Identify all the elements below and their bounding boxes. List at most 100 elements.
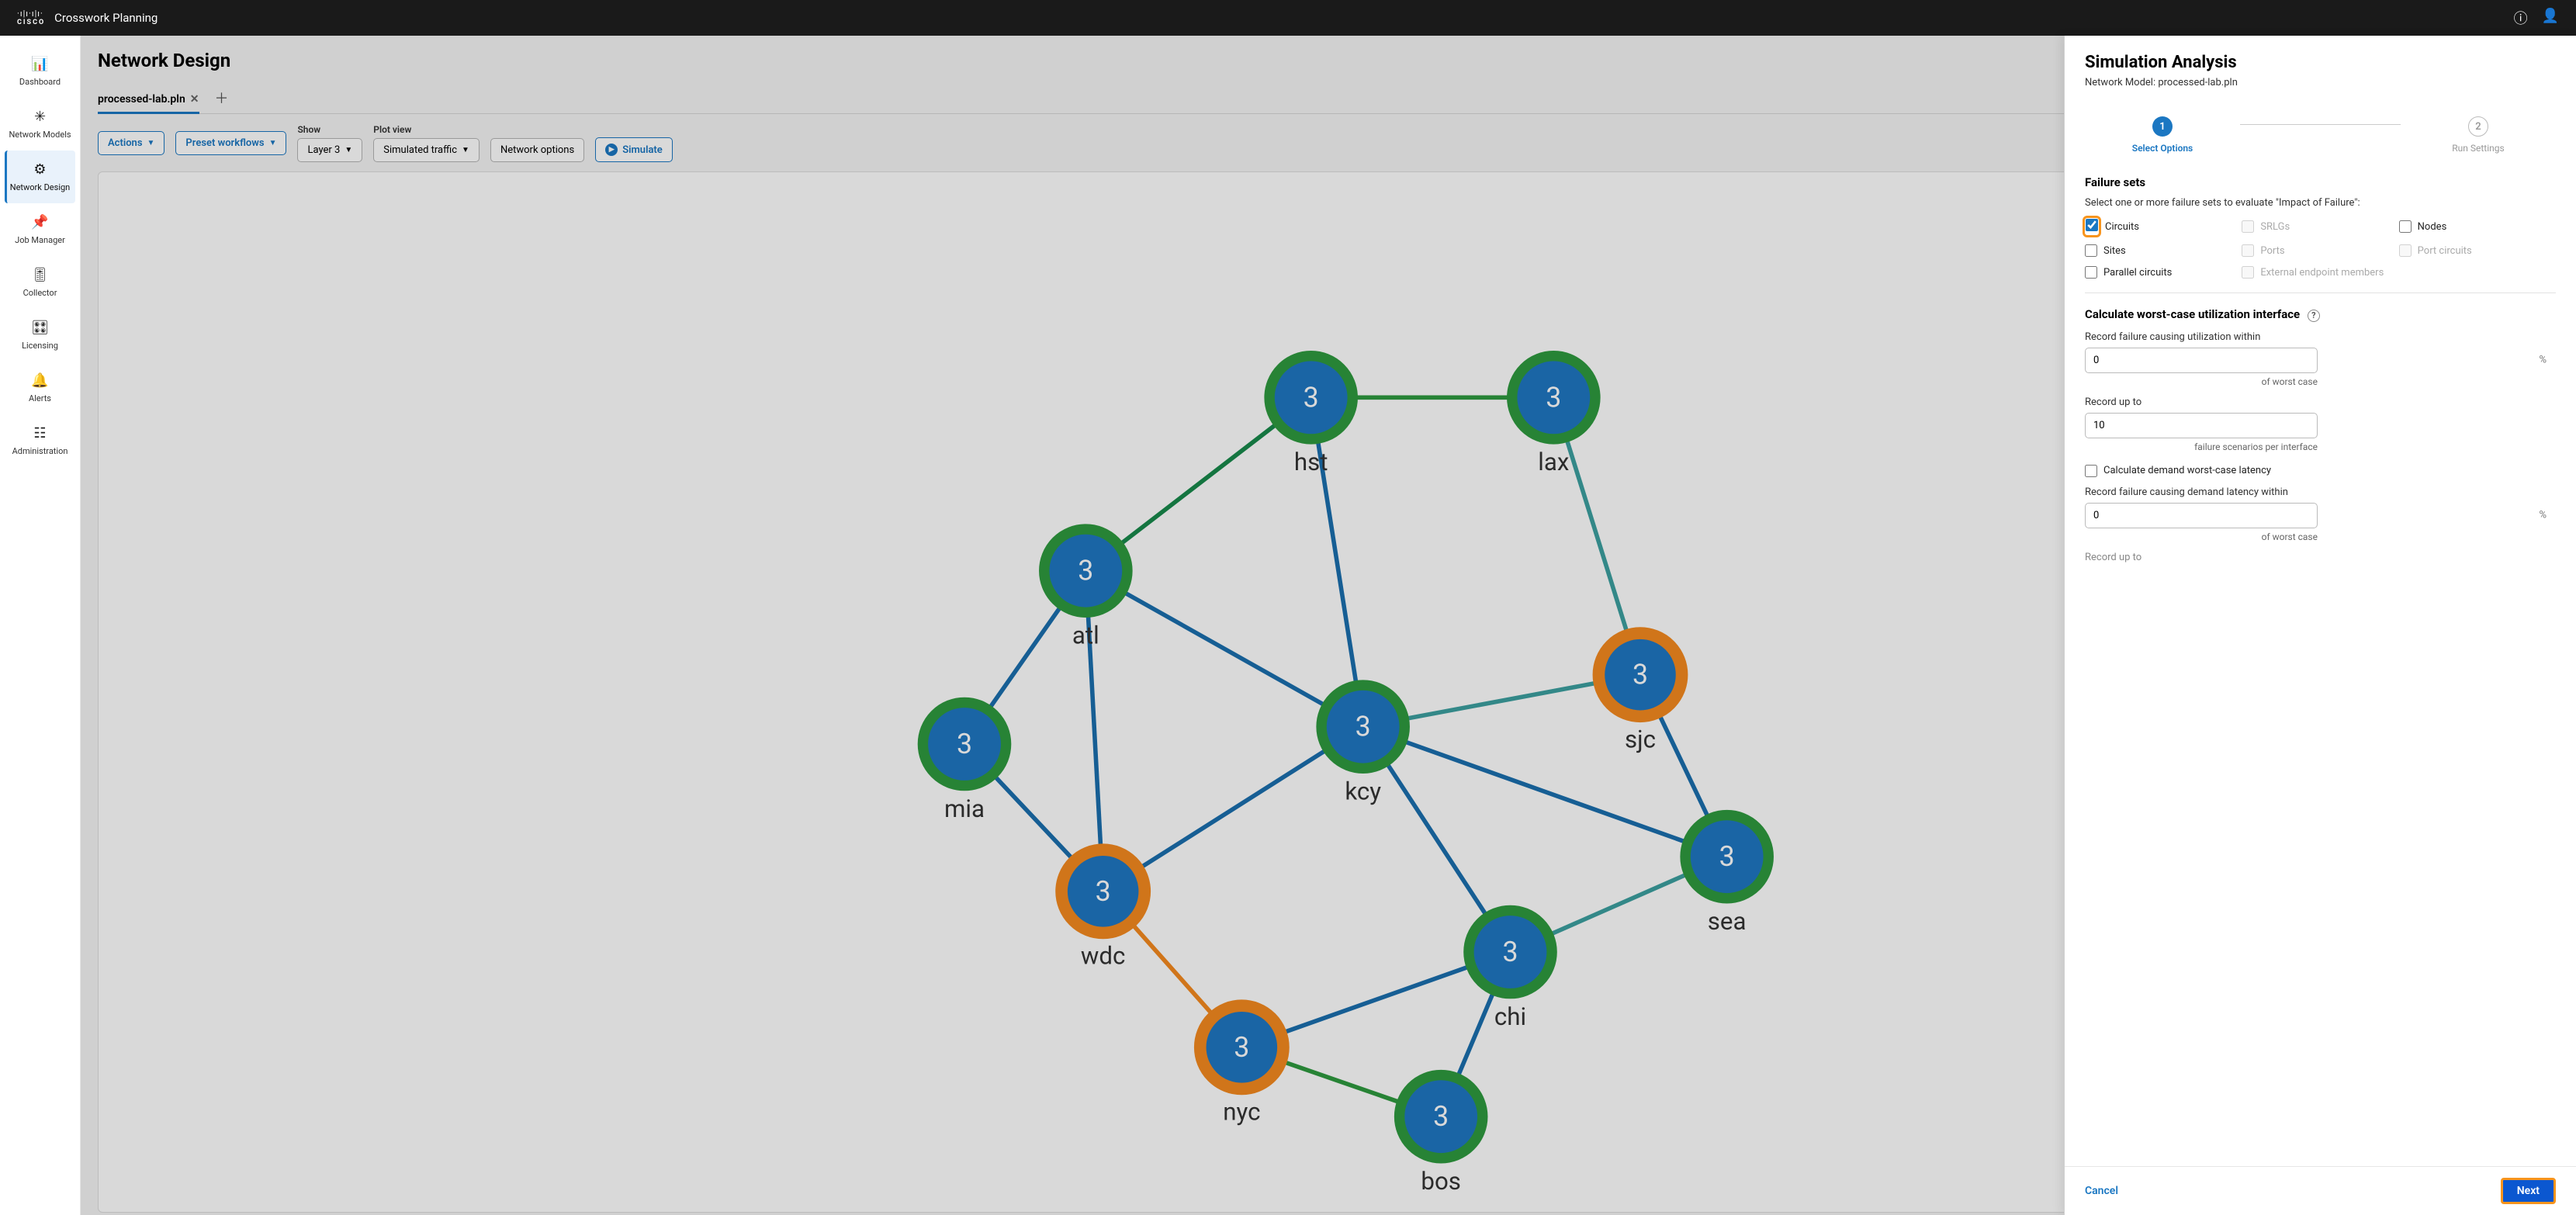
ck-ports[interactable]: Ports [2242, 244, 2398, 257]
ck-external-label: External endpoint members [2260, 267, 2384, 279]
ck-external[interactable]: External endpoint members [2242, 266, 2556, 279]
rail-administration[interactable]: ☷ Administration [0, 414, 80, 467]
node-mia[interactable]: 3mia [923, 702, 1006, 822]
next-button[interactable]: Next [2501, 1178, 2556, 1204]
help-icon[interactable]: ? [2308, 310, 2320, 322]
panel-title: Simulation Analysis [2085, 53, 2556, 72]
edge-hst-kcy[interactable] [1311, 397, 1363, 726]
stepper: 1 Select Options 2 Run Settings [2065, 96, 2576, 158]
cancel-button[interactable]: Cancel [2085, 1185, 2118, 1197]
plan-tab[interactable]: processed-lab.pln ✕ [98, 87, 199, 114]
rail-collector[interactable]: 🎚 Collector [0, 256, 80, 309]
svg-text:3: 3 [1719, 840, 1735, 873]
plan-tab-label: processed-lab.pln [98, 93, 185, 106]
ck-parallel[interactable]: Parallel circuits [2085, 266, 2242, 279]
node-wdc[interactable]: 3wdc [1061, 850, 1144, 970]
rail-label: Collector [23, 288, 57, 298]
rec-upto-label: Record up to [2085, 396, 2556, 408]
rail-icon: 🎛 [31, 320, 49, 336]
rail-label: Licensing [22, 341, 58, 351]
ck-sites[interactable]: Sites [2085, 244, 2242, 257]
ck-port-circuits[interactable]: Port circuits [2399, 244, 2556, 257]
user-icon[interactable]: 👤 [2542, 8, 2559, 28]
ck-circuits[interactable]: Circuits [2085, 218, 2242, 235]
svg-text:3: 3 [1502, 936, 1518, 968]
actions-button[interactable]: Actions ▼ [98, 131, 164, 155]
show-select[interactable]: Layer 3 ▼ [297, 138, 362, 162]
ck-nodes-label: Nodes [2418, 221, 2447, 233]
util-input[interactable] [2085, 348, 2318, 373]
ck-port-circuits-input [2399, 244, 2412, 257]
svg-text:bos: bos [1421, 1167, 1461, 1196]
rail-alerts[interactable]: 🔔 Alerts [0, 362, 80, 414]
show-value: Layer 3 [307, 144, 340, 156]
ck-circuits-input[interactable] [2086, 219, 2098, 231]
plotview-select[interactable]: Simulated traffic ▼ [373, 138, 480, 162]
preset-workflows-button[interactable]: Preset workflows ▼ [175, 131, 286, 155]
svg-text:3: 3 [1304, 381, 1319, 414]
rail-icon: ✳ [34, 109, 46, 125]
upto-input[interactable] [2085, 413, 2318, 438]
ck-demand-latency[interactable]: Calculate demand worst-case latency [2085, 465, 2556, 477]
chevron-down-icon: ▼ [462, 146, 469, 154]
step-2[interactable]: 2 Run Settings [2401, 116, 2556, 154]
percent-icon: % [2539, 510, 2547, 521]
ck-srlgs[interactable]: SRLGs [2242, 218, 2398, 235]
failure-sets-sub: Select one or more failure sets to evalu… [2085, 197, 2556, 209]
close-icon[interactable]: ✕ [190, 93, 199, 106]
node-sea[interactable]: 3sea [1685, 815, 1768, 936]
edge-wdc-atl[interactable] [1085, 571, 1103, 891]
svg-text:nyc: nyc [1223, 1098, 1260, 1127]
help-icon[interactable]: ⓘ [2514, 8, 2528, 28]
ck-port-circuits-label: Port circuits [2418, 245, 2472, 257]
node-nyc[interactable]: 3nyc [1200, 1006, 1283, 1126]
panel-subtitle: Network Model: processed-lab.pln [2085, 77, 2556, 88]
ck-nodes-input[interactable] [2399, 220, 2412, 233]
product-name: Crosswork Planning [54, 11, 158, 25]
show-label: Show [297, 124, 362, 135]
failure-sets-title: Failure sets [2085, 175, 2556, 189]
step-1-label: Select Options [2132, 143, 2193, 154]
node-hst[interactable]: 3 hst [1269, 356, 1352, 476]
ck-parallel-label: Parallel circuits [2103, 267, 2172, 279]
svg-text:mia: mia [944, 794, 985, 823]
rail-network-design[interactable]: ⚙ Network Design [5, 151, 75, 203]
node-chi[interactable]: 3chi [1469, 910, 1552, 1030]
chevron-down-icon: ▼ [269, 139, 277, 147]
ck-external-input [2242, 266, 2254, 279]
rail-network-models[interactable]: ✳ Network Models [0, 98, 80, 151]
edge-atl-kcy[interactable] [1085, 571, 1362, 727]
chevron-down-icon: ▼ [345, 146, 352, 154]
rail-icon: 📊 [31, 56, 48, 72]
ck-srlgs-input [2242, 220, 2254, 233]
simulate-button[interactable]: ▶ Simulate [595, 137, 673, 162]
ck-ports-input [2242, 244, 2254, 257]
svg-text:hst: hst [1294, 448, 1328, 476]
ck-sites-input[interactable] [2085, 244, 2097, 257]
chevron-down-icon: ▼ [147, 139, 155, 147]
rail-label: Network Design [10, 182, 71, 192]
rail-dashboard[interactable]: 📊 Dashboard [0, 45, 80, 98]
node-lax[interactable]: 3lax [1512, 356, 1595, 476]
node-atl[interactable]: 3atl [1044, 529, 1127, 649]
rail-label: Network Models [9, 130, 71, 140]
highlight-ring [2085, 218, 2099, 235]
ck-nodes[interactable]: Nodes [2399, 218, 2556, 235]
cisco-logo: ·ı|ı·ı|ı· CISCO [17, 9, 45, 26]
add-tab-icon[interactable]: ＋ [215, 88, 229, 112]
ck-demand-latency-input[interactable] [2085, 465, 2097, 477]
svg-text:3: 3 [1633, 659, 1648, 691]
node-bos[interactable]: 3bos [1400, 1075, 1483, 1196]
failure-sets-grid: Circuits SRLGs Nodes Sites Ports [2085, 218, 2556, 279]
of-worst-hint-2: of worst case [2085, 531, 2318, 542]
step-1[interactable]: 1 Select Options [2085, 116, 2240, 154]
rail-job-manager[interactable]: 📌 Job Manager [0, 203, 80, 256]
percent-icon: % [2539, 355, 2547, 366]
network-options-button[interactable]: Network options [490, 138, 584, 162]
node-kcy[interactable]: 3kcy [1321, 685, 1404, 805]
rail-licensing[interactable]: 🎛 Licensing [0, 309, 80, 362]
rail-label: Alerts [29, 393, 51, 403]
ck-parallel-input[interactable] [2085, 266, 2097, 279]
latency-input[interactable] [2085, 503, 2318, 528]
svg-text:3: 3 [1546, 381, 1561, 414]
